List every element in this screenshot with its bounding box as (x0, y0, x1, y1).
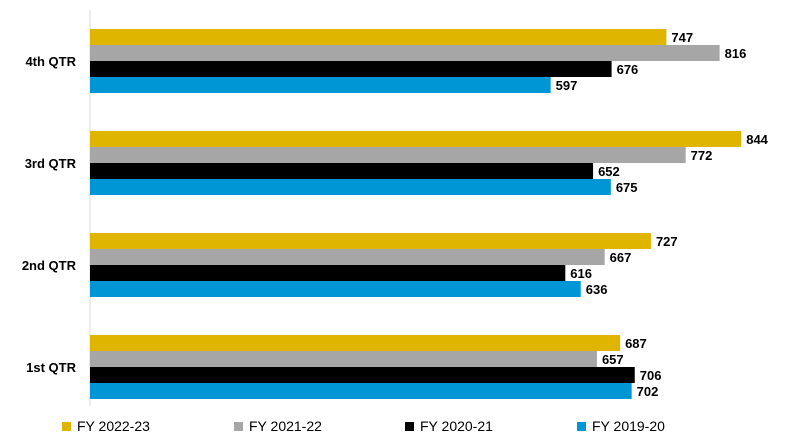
data-label: 616 (570, 266, 592, 281)
legend-item-series-4: FY 2019-20 (577, 418, 665, 434)
legend-label: FY 2022-23 (77, 418, 150, 434)
data-label: 667 (610, 250, 632, 265)
legend-label: FY 2021-22 (249, 418, 322, 434)
bar (90, 29, 667, 45)
data-label: 657 (602, 352, 624, 367)
legend: FY 2022-23 FY 2021-22 FY 2020-21 FY 2019… (0, 418, 788, 438)
bar (90, 179, 611, 195)
data-label: 727 (656, 234, 678, 249)
legend-item-series-1: FY 2022-23 (62, 418, 150, 434)
bar (90, 265, 566, 281)
bar (90, 45, 720, 61)
bar (90, 281, 581, 297)
legend-label: FY 2019-20 (592, 418, 665, 434)
bar (90, 77, 551, 93)
bar (90, 351, 597, 367)
bar (90, 163, 594, 179)
legend-swatch (234, 421, 243, 431)
category-label: 2nd QTR (22, 258, 77, 273)
data-label: 676 (617, 62, 639, 77)
data-label: 772 (691, 148, 713, 163)
bar (90, 383, 632, 399)
data-label: 636 (586, 282, 608, 297)
bar (90, 61, 612, 77)
bar (90, 249, 605, 265)
legend-item-series-3: FY 2020-21 (405, 418, 493, 434)
category-label: 1st QTR (26, 360, 76, 375)
data-label: 706 (640, 368, 662, 383)
data-label: 652 (598, 164, 620, 179)
data-label: 687 (625, 336, 647, 351)
legend-item-series-2: FY 2021-22 (234, 418, 322, 434)
bar (90, 335, 621, 351)
category-labels: 4th QTR 3rd QTR 2nd QTR 1st QTR (22, 54, 77, 375)
data-label: 816 (725, 46, 747, 61)
legend-swatch (577, 421, 586, 431)
bar (90, 233, 651, 249)
legend-label: FY 2020-21 (420, 418, 493, 434)
category-label: 4th QTR (25, 54, 76, 69)
bar (90, 367, 635, 383)
category-label: 3rd QTR (25, 156, 77, 171)
data-label: 844 (746, 132, 768, 147)
data-label: 747 (671, 30, 693, 45)
data-label: 675 (616, 180, 638, 195)
data-label: 597 (556, 78, 578, 93)
legend-swatch (62, 421, 71, 431)
bar (90, 131, 742, 147)
bar (90, 147, 686, 163)
data-label: 702 (637, 384, 659, 399)
legend-swatch (405, 421, 414, 431)
